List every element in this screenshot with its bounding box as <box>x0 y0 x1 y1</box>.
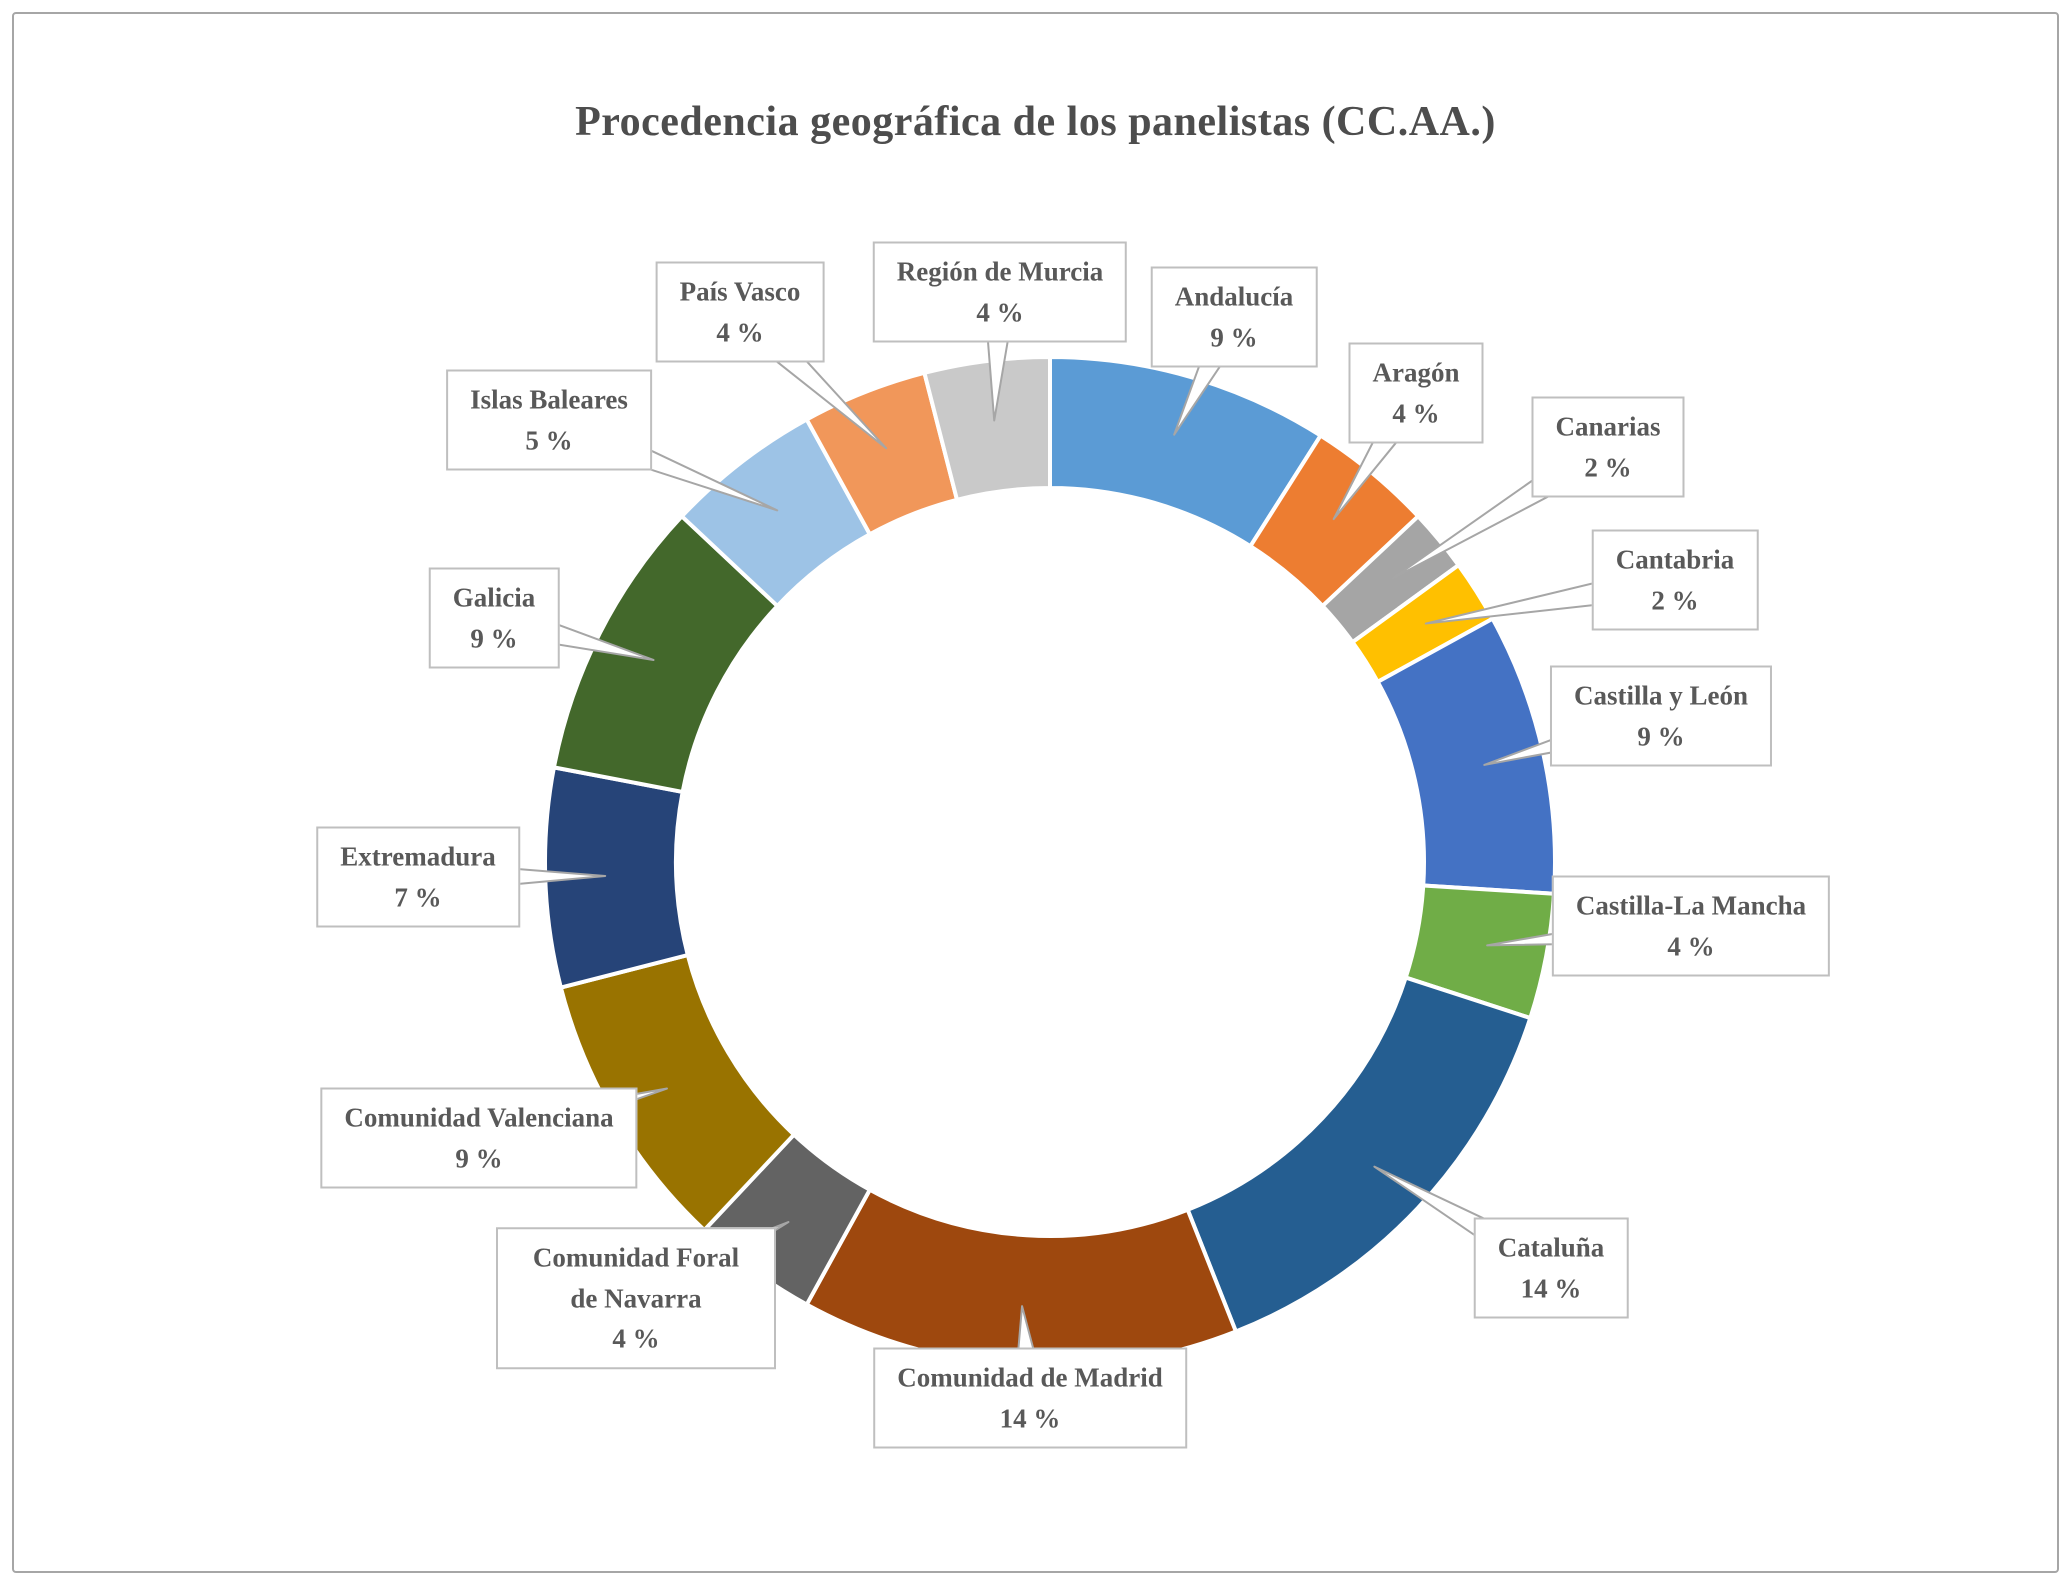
chart-title: Procedencia geográfica de los panelistas… <box>575 99 1496 145</box>
donut-slice-14 <box>921 354 1052 503</box>
callout-leader-12 <box>542 404 779 512</box>
donut-slice-6 <box>1185 975 1533 1335</box>
callout-leader-2 <box>1391 432 1618 580</box>
